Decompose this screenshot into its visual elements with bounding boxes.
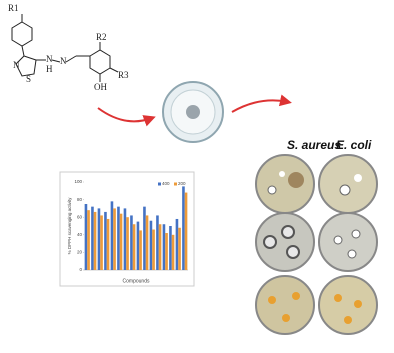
sample xyxy=(186,105,200,119)
bar xyxy=(178,227,181,270)
chem-label: R3 xyxy=(118,70,129,80)
chem-label: N xyxy=(46,54,53,64)
chem-label: R2 xyxy=(96,32,107,42)
chem-label: OH xyxy=(94,82,107,92)
bar xyxy=(106,218,110,270)
bar xyxy=(136,221,140,270)
y-tick-label: 60 xyxy=(77,214,83,219)
chem-label: N xyxy=(13,60,20,70)
y-tick-label: 0 xyxy=(79,267,82,272)
bar xyxy=(113,208,116,270)
chem-label: H xyxy=(46,64,53,74)
y-tick-label: 40 xyxy=(77,232,83,237)
arrow xyxy=(231,94,292,113)
bar xyxy=(104,211,107,270)
bar xyxy=(87,210,90,270)
arrow xyxy=(97,107,156,127)
bar xyxy=(145,215,149,270)
bar xyxy=(84,204,88,270)
organism-label: E. coli xyxy=(336,138,372,152)
bar xyxy=(139,230,142,270)
bar xyxy=(91,206,94,270)
x-axis-label: Compounds xyxy=(123,278,150,284)
bar xyxy=(93,211,97,270)
chem-label: N xyxy=(60,56,67,66)
bar xyxy=(169,226,172,270)
plates xyxy=(255,154,378,335)
bar xyxy=(130,215,133,270)
bar xyxy=(182,186,185,270)
bar xyxy=(132,224,136,270)
y-tick-label: 20 xyxy=(77,250,83,255)
bar xyxy=(162,224,166,270)
bar xyxy=(100,215,103,270)
chemical-structure xyxy=(11,14,119,82)
bar xyxy=(158,224,162,270)
bar xyxy=(152,229,155,270)
legend-label: 400 xyxy=(162,181,170,186)
chem-label: R1 xyxy=(8,3,19,13)
bar xyxy=(119,213,123,270)
bar xyxy=(171,234,175,270)
legend-swatch xyxy=(158,182,161,186)
bar xyxy=(143,206,146,270)
bar xyxy=(97,208,101,270)
y-tick-label: 80 xyxy=(77,197,83,202)
organism-label: S. aureus xyxy=(287,138,341,152)
bar xyxy=(126,217,129,270)
legend-label: 200 xyxy=(178,181,186,186)
chem-label: S xyxy=(26,74,31,84)
y-axis-label: % DPPH scavenging activity xyxy=(67,197,72,255)
bar xyxy=(149,220,153,270)
bar xyxy=(123,208,127,270)
y-tick-label: 100 xyxy=(74,179,82,184)
bar xyxy=(184,192,188,270)
bar xyxy=(165,233,168,270)
bar xyxy=(175,218,179,270)
bar xyxy=(117,206,120,270)
bar xyxy=(110,201,114,270)
bar xyxy=(156,215,159,270)
legend-swatch xyxy=(174,182,177,186)
